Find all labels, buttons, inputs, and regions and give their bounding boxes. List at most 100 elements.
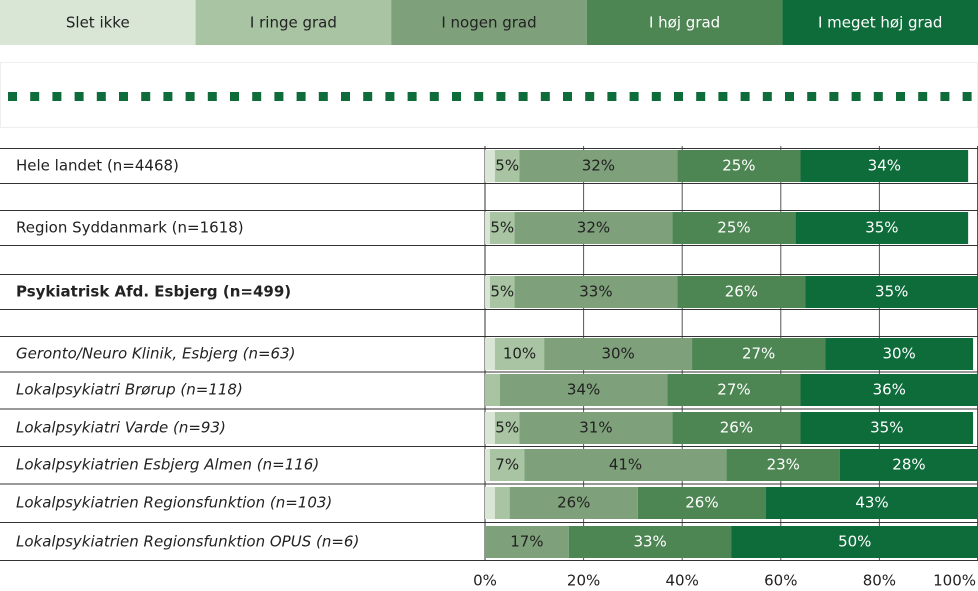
dot	[496, 92, 506, 101]
dot	[540, 92, 550, 101]
legend-label: I ringe grad	[250, 14, 337, 32]
bar-segment	[489, 276, 515, 308]
dot	[940, 92, 950, 101]
bar-segment	[726, 449, 840, 481]
value-label: 50%	[838, 533, 871, 551]
legend-swatch	[391, 0, 587, 45]
bar-segment	[494, 412, 520, 444]
value-label: 35%	[870, 419, 903, 437]
value-label: 25%	[722, 157, 755, 175]
value-label: 32%	[582, 157, 615, 175]
bar-segment	[667, 374, 801, 406]
dot	[762, 92, 772, 101]
value-label: 33%	[633, 533, 666, 551]
dot	[318, 92, 328, 101]
dot	[341, 92, 350, 101]
dot	[52, 92, 62, 101]
bar-segment	[805, 276, 978, 308]
bar-segment	[692, 338, 826, 370]
row-label: Region Syddanmark (n=1618)	[16, 219, 244, 237]
dot	[385, 92, 395, 101]
x-tick-label: 80%	[863, 572, 896, 590]
bar-segment	[677, 150, 801, 182]
dot	[651, 92, 661, 101]
value-label: 34%	[868, 157, 901, 175]
legend-swatch	[586, 0, 783, 45]
legend-swatch	[0, 0, 196, 45]
bar-segment	[672, 412, 801, 444]
bar-segment	[485, 338, 495, 370]
bar-segment	[494, 487, 510, 519]
value-label: 10%	[503, 345, 536, 363]
bar-segment	[485, 374, 500, 406]
dot	[629, 92, 639, 101]
bar-segment	[509, 487, 638, 519]
dot	[141, 92, 151, 101]
row-label: Psykiatrisk Afd. Esbjerg (n=499)	[16, 283, 291, 301]
row-label: Hele landet (n=4468)	[16, 157, 179, 175]
dot	[585, 92, 595, 101]
x-tick-label: 40%	[666, 572, 699, 590]
value-label: 43%	[855, 494, 888, 512]
value-label: 35%	[875, 283, 908, 301]
bar-segment	[485, 526, 569, 558]
dot	[185, 92, 195, 101]
legend-swatch	[195, 0, 392, 45]
x-tick-label: 0%	[473, 572, 497, 590]
dot	[30, 92, 40, 101]
legend-label: Slet ikke	[66, 14, 130, 32]
bar-segment	[519, 412, 673, 444]
value-label: 41%	[609, 456, 642, 474]
bar-segment	[766, 487, 978, 519]
bar-segment	[524, 449, 727, 481]
x-tick-label: 20%	[567, 572, 600, 590]
value-label: 23%	[767, 456, 800, 474]
value-label: 5%	[490, 219, 514, 237]
value-label: 36%	[873, 381, 906, 399]
bar-segment	[485, 449, 490, 481]
bar-segment	[825, 338, 974, 370]
bar-segment	[519, 150, 678, 182]
dot	[407, 92, 417, 101]
value-label: 30%	[601, 345, 634, 363]
dot	[474, 92, 484, 101]
bar-segment	[485, 212, 490, 244]
dot	[429, 92, 439, 101]
bar-segment	[485, 487, 495, 519]
value-label: 5%	[495, 157, 519, 175]
value-label: 17%	[510, 533, 543, 551]
dot	[296, 92, 306, 101]
dot	[807, 92, 817, 101]
bar-segment	[795, 212, 969, 244]
value-label: 27%	[742, 345, 775, 363]
value-label: 35%	[865, 219, 898, 237]
bar-segment	[544, 338, 693, 370]
bar-segment	[637, 487, 767, 519]
dot	[873, 92, 883, 101]
dot	[363, 92, 373, 101]
value-label: 5%	[495, 419, 519, 437]
dot	[785, 92, 794, 101]
value-label: 33%	[579, 283, 612, 301]
dot	[252, 92, 262, 101]
dot	[829, 92, 839, 101]
bar-segment	[568, 526, 732, 558]
row-label: Geronto/Neuro Klinik, Esbjerg (n=63)	[16, 345, 296, 363]
dot	[119, 92, 128, 101]
value-label: 31%	[579, 419, 612, 437]
bar-segment	[672, 212, 796, 244]
x-tick-label: 60%	[764, 572, 797, 590]
dot	[718, 92, 728, 101]
bar-segment	[489, 212, 515, 244]
bar-segment	[514, 212, 673, 244]
dot	[518, 92, 528, 101]
dot	[563, 92, 572, 101]
value-label: 28%	[892, 456, 925, 474]
dot	[230, 92, 239, 101]
dot	[962, 92, 972, 101]
legend-label: I høj grad	[649, 14, 720, 32]
bar-segment	[489, 449, 525, 481]
bar-segment	[677, 276, 806, 308]
value-label: 34%	[567, 381, 600, 399]
